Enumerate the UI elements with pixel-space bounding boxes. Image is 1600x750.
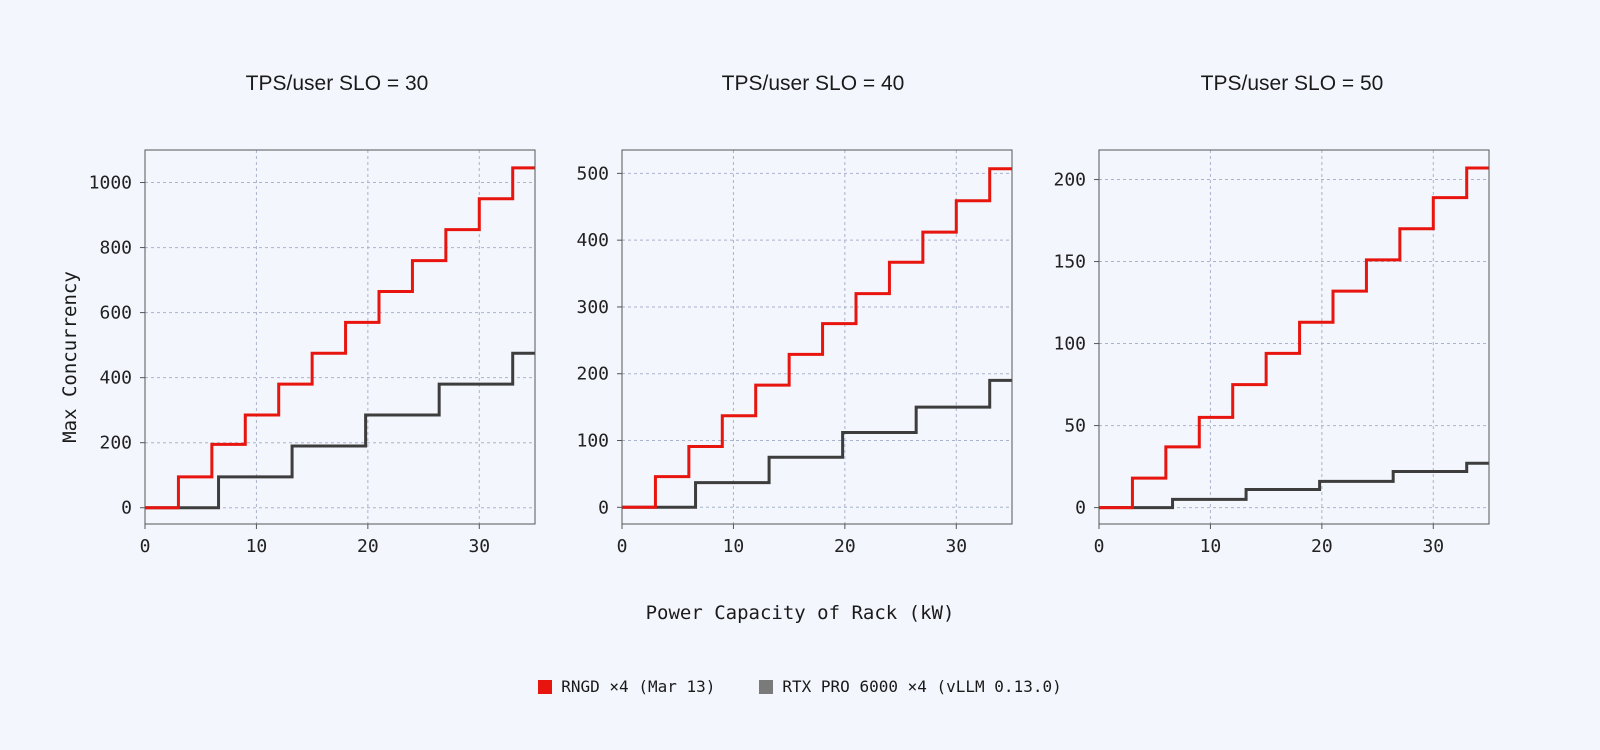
x-tick-label: 10 xyxy=(723,536,745,557)
y-tick-label: 0 xyxy=(121,498,132,519)
legend-label-rngd: RNGD ×4 (Mar 13) xyxy=(561,677,716,696)
chart-title-slo-40: TPS/user SLO = 40 xyxy=(721,72,905,95)
plot-area xyxy=(622,150,1012,524)
legend: RNGD ×4 (Mar 13) RTX PRO 6000 ×4 (vLLM 0… xyxy=(0,677,1600,696)
y-tick-label: 400 xyxy=(576,230,609,251)
series-line-rngd xyxy=(622,167,1012,509)
y-tick-label: 100 xyxy=(576,431,609,452)
x-tick-label: 0 xyxy=(617,536,628,557)
legend-item-rtx: RTX PRO 6000 ×4 (vLLM 0.13.0) xyxy=(759,677,1062,696)
y-tick-label: 150 xyxy=(1053,252,1086,273)
y-tick-label: 0 xyxy=(1075,498,1086,519)
x-tick-label: 10 xyxy=(246,536,268,557)
y-tick-label: 300 xyxy=(576,297,609,318)
y-tick-label: 200 xyxy=(1053,170,1086,191)
legend-swatch-rngd xyxy=(538,679,553,694)
y-tick-label: 0 xyxy=(598,497,609,518)
legend-label-rtx: RTX PRO 6000 ×4 (vLLM 0.13.0) xyxy=(782,677,1062,696)
y-tick-label: 500 xyxy=(576,163,609,184)
series-line-rtx xyxy=(145,351,535,510)
y-tick-label: 400 xyxy=(99,368,132,389)
x-tick-label: 0 xyxy=(1094,536,1105,557)
y-tick-label: 200 xyxy=(99,433,132,454)
y-tick-label: 50 xyxy=(1064,416,1086,437)
series-line-rtx xyxy=(1099,461,1489,510)
y-tick-label: 800 xyxy=(99,238,132,259)
series-line-rngd xyxy=(1099,166,1489,510)
x-tick-label: 30 xyxy=(945,536,967,557)
y-axis-label: Max Concurrency xyxy=(59,271,81,443)
x-axis-label: Power Capacity of Rack (kW) xyxy=(645,602,955,624)
chart-panel-0: 0 10 20 30 0 200 400 600 800 1000 xyxy=(89,149,536,557)
x-tick-label: 30 xyxy=(1422,536,1444,557)
legend-item-rngd: RNGD ×4 (Mar 13) xyxy=(538,677,715,696)
series-line-rngd xyxy=(145,166,535,510)
plot-area xyxy=(1099,150,1489,524)
y-tick-label: 600 xyxy=(99,303,132,324)
y-tick-label: 100 xyxy=(1053,334,1086,355)
x-tick-label: 20 xyxy=(1311,536,1333,557)
x-tick-label: 10 xyxy=(1200,536,1222,557)
plot-frame xyxy=(1098,149,1490,525)
chart-title-slo-50: TPS/user SLO = 50 xyxy=(1200,72,1384,95)
x-tick-label: 20 xyxy=(834,536,856,557)
x-tick-label: 0 xyxy=(140,536,151,557)
plot-frame xyxy=(144,149,536,525)
plot-area xyxy=(145,150,535,524)
plot-frame xyxy=(621,149,1013,525)
chart-panel-2: 0 10 20 30 0 50 100 150 200 xyxy=(1053,149,1490,557)
x-tick-label: 30 xyxy=(468,536,490,557)
y-tick-label: 1000 xyxy=(89,173,132,194)
x-tick-label: 20 xyxy=(357,536,379,557)
chart-title-slo-30: TPS/user SLO = 30 xyxy=(245,72,429,95)
series-line-rtx xyxy=(622,378,1012,509)
legend-swatch-rtx xyxy=(759,679,774,694)
y-tick-label: 200 xyxy=(576,364,609,385)
